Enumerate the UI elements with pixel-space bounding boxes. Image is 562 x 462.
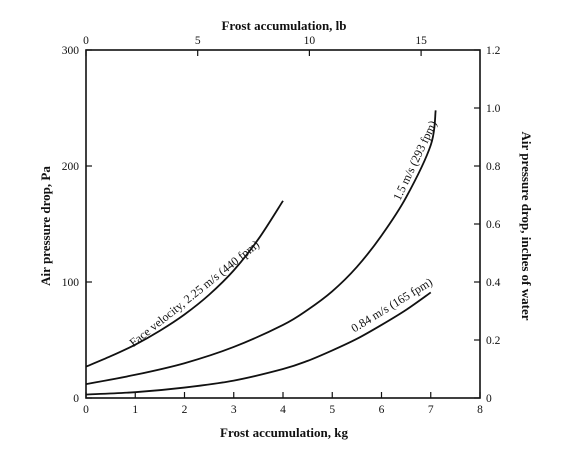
top-tick-label: 10 [304, 35, 316, 47]
right-tick-label: 1.0 [486, 103, 501, 115]
top-tick-label: 0 [83, 35, 89, 47]
series-line [85, 200, 284, 368]
x-tick-label: 2 [182, 404, 188, 416]
y-tick-label: 300 [62, 45, 80, 57]
top-axis-title: Frost accumulation, lb [221, 18, 346, 33]
series-label: 0.84 m/s (165 fpm) [349, 275, 435, 335]
y-tick-label: 0 [73, 393, 79, 405]
y-tick-label: 100 [62, 277, 80, 289]
series-label: Face velocity, 2.25 m/s (440 fpm) [127, 237, 262, 349]
series-line [85, 291, 432, 396]
top-tick-label: 15 [415, 35, 427, 47]
plot-frame [85, 49, 481, 399]
x-tick-label: 1 [132, 404, 138, 416]
right-tick-label: 0.8 [486, 161, 501, 173]
x-tick-label: 5 [329, 404, 335, 416]
y-axis-title: Air pressure drop, Pa [38, 166, 53, 286]
right-axis-title: Air pressure drop, inches of water [519, 132, 534, 321]
x-tick-label: 6 [379, 404, 385, 416]
right-tick-label: 1.2 [486, 45, 501, 57]
top-tick-label: 5 [195, 35, 201, 47]
right-tick-label: 0.4 [486, 277, 501, 289]
x-tick-label: 0 [83, 404, 89, 416]
y-tick-label: 200 [62, 161, 80, 173]
x-axis-title: Frost accumulation, kg [220, 425, 348, 440]
x-tick-label: 4 [280, 404, 286, 416]
x-tick-label: 7 [428, 404, 434, 416]
right-tick-label: 0.6 [486, 219, 501, 231]
x-tick-label: 3 [231, 404, 237, 416]
right-tick-label: 0 [486, 393, 492, 405]
x-tick-label: 8 [477, 404, 483, 416]
right-tick-label: 0.2 [486, 335, 501, 347]
series-label: 1.5 m/s (293 fpm) [390, 118, 440, 202]
series-line [85, 110, 437, 385]
